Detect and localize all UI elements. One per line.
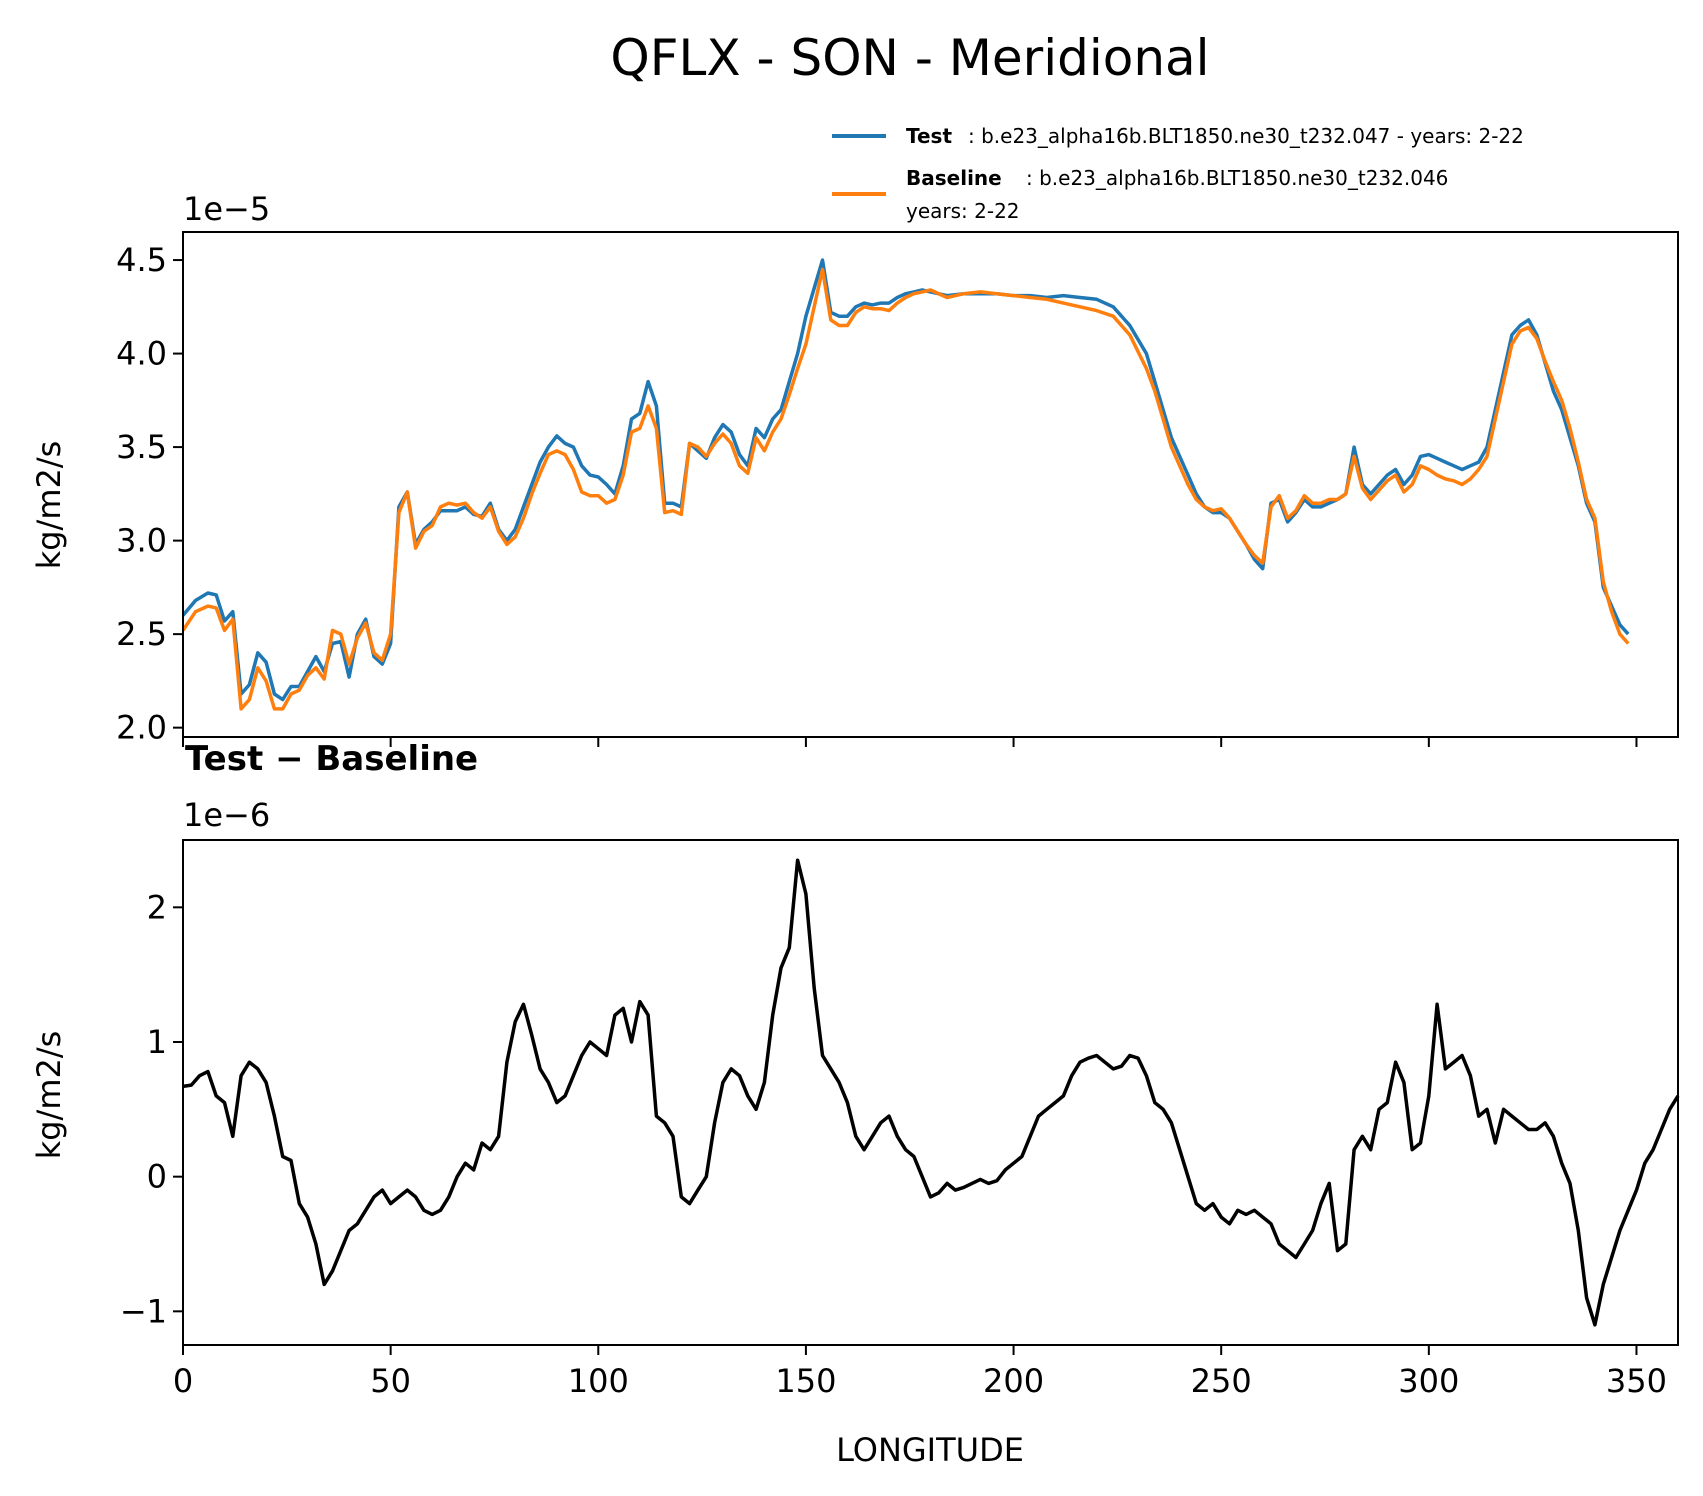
ytick-label: 3.0 bbox=[116, 522, 167, 560]
ytick-label: 1 bbox=[147, 1023, 167, 1061]
legend-test-text: : b.e23_alpha16b.BLT1850.ne30_t232.047 -… bbox=[968, 124, 1524, 148]
top-scale-label: 1e−5 bbox=[183, 190, 270, 228]
series-line-test-baseline bbox=[182, 858, 1680, 1327]
top-series bbox=[181, 258, 1630, 711]
top-panel: 1e−5 kg/m2/s 2.0 2.5 3.0 3.5 4.0 4.5 bbox=[30, 190, 1679, 747]
xtick-label: 250 bbox=[1191, 1362, 1252, 1400]
ytick-label: 3.5 bbox=[116, 428, 167, 466]
ytick-label: 2.5 bbox=[116, 615, 167, 653]
top-xticks bbox=[182, 737, 1638, 747]
ytick-label: 2 bbox=[147, 888, 167, 926]
ytick-label: 0 bbox=[147, 1158, 167, 1196]
series-line-test bbox=[181, 258, 1630, 702]
xtick-label: 100 bbox=[568, 1362, 629, 1400]
x-axis-label: LONGITUDE bbox=[836, 1431, 1024, 1469]
bottom-xticks: 0 50 100 150 200 250 300 350 bbox=[173, 1345, 1667, 1400]
xtick-label: 0 bbox=[173, 1362, 193, 1400]
bottom-series bbox=[182, 858, 1680, 1327]
ytick-label: −1 bbox=[120, 1292, 167, 1330]
xtick-label: 350 bbox=[1606, 1362, 1667, 1400]
xtick-label: 150 bbox=[775, 1362, 836, 1400]
xtick-label: 200 bbox=[983, 1362, 1044, 1400]
ytick-label: 4.5 bbox=[116, 241, 167, 279]
legend-baseline-text2: years: 2-22 bbox=[906, 199, 1020, 223]
xtick-label: 50 bbox=[370, 1362, 411, 1400]
series-line-baseline bbox=[181, 267, 1630, 711]
xtick-label: 300 bbox=[1398, 1362, 1459, 1400]
top-plot-frame bbox=[182, 231, 1679, 738]
bottom-yticks: −1 0 1 2 bbox=[120, 888, 183, 1330]
bottom-panel-title: Test − Baseline bbox=[185, 739, 478, 779]
ytick-label: 4.0 bbox=[116, 335, 167, 373]
legend-test-name: Test bbox=[906, 124, 952, 148]
top-yticks: 2.0 2.5 3.0 3.5 4.0 4.5 bbox=[116, 241, 183, 747]
ytick-label: 2.0 bbox=[116, 709, 167, 747]
bottom-ylabel: kg/m2/s bbox=[30, 1031, 68, 1160]
legend-baseline-name: Baseline bbox=[906, 166, 1002, 190]
bottom-scale-label: 1e−6 bbox=[183, 796, 270, 834]
chart-title: QFLX - SON - Meridional bbox=[610, 29, 1209, 87]
bottom-plot-frame bbox=[182, 839, 1679, 1346]
top-ylabel: kg/m2/s bbox=[30, 441, 68, 570]
legend: Test : b.e23_alpha16b.BLT1850.ne30_t232.… bbox=[832, 124, 1524, 223]
legend-baseline-text: : b.e23_alpha16b.BLT1850.ne30_t232.046 bbox=[1026, 166, 1448, 190]
